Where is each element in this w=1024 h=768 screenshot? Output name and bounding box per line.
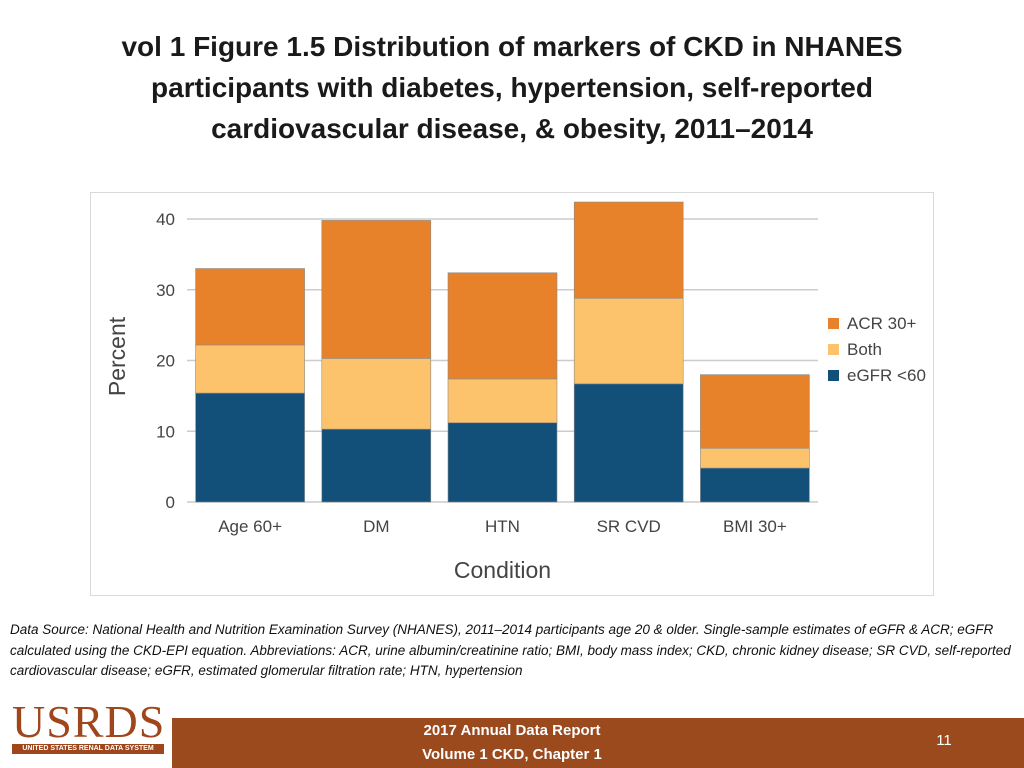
bar-segment-acr-30- [195,268,305,346]
report-label: 2017 Annual Data Report Volume 1 CKD, Ch… [362,719,662,767]
logo-background [0,700,172,768]
bar-segment-both [195,344,305,394]
bar-segment-both [321,358,432,430]
y-tick-label: 0 [166,493,175,512]
bar-segment-egfr-60 [321,428,432,503]
legend-label: Both [847,340,882,359]
bar-segment-egfr-60 [573,383,684,503]
data-source-footnote: Data Source: National Health and Nutriti… [10,622,1011,678]
y-axis-title: Percent [104,316,130,396]
x-tick-label: HTN [485,517,520,536]
x-axis-title: Condition [454,557,551,583]
legend-swatch [828,370,839,381]
bar-segment-egfr-60 [700,467,810,503]
bar-segment-egfr-60 [447,422,558,503]
x-tick-label: BMI 30+ [723,517,787,536]
legend-swatch [828,344,839,355]
y-tick-label: 20 [156,352,175,371]
bar-segment-acr-30- [700,374,810,449]
report-line-2: Volume 1 CKD, Chapter 1 [422,746,602,763]
legend-label: ACR 30+ [847,314,917,333]
y-tick-label: 30 [156,281,175,300]
x-tick-label: DM [363,517,389,536]
usrds-logo: USRDS [12,696,166,747]
bar-segment-acr-30- [573,201,684,299]
y-tick-label: 10 [156,422,175,441]
stacked-bar-chart: 0 10 20 30 40 Age 60+ DM HTN SR CVD BMI 30+ Condit… [104,201,926,583]
bar-segment-egfr-60 [195,392,305,503]
bar-segment-both [700,447,810,469]
slide-title: vol 1 Figure 1.5 Distribution of markers… [121,31,903,144]
x-tick-label: SR CVD [597,517,661,536]
x-tick-label: Age 60+ [218,517,282,536]
chart-frame: 0 10 20 30 40 Age 60+ DM HTN SR CVD BMI 30+ Condit… [90,192,934,596]
bar-segment-both [573,297,684,385]
report-line-1: 2017 Annual Data Report [423,722,601,739]
bar-segment-acr-30- [321,220,432,359]
usrds-logo-subtitle: UNITED STATES RENAL DATA SYSTEM [12,744,164,754]
legend-swatch [828,318,839,329]
page-number: 11 [936,732,952,749]
bar-segment-acr-30- [447,272,558,380]
y-tick-label: 40 [156,210,175,229]
bar-segment-both [447,378,558,424]
legend-label: eGFR <60 [847,366,926,385]
